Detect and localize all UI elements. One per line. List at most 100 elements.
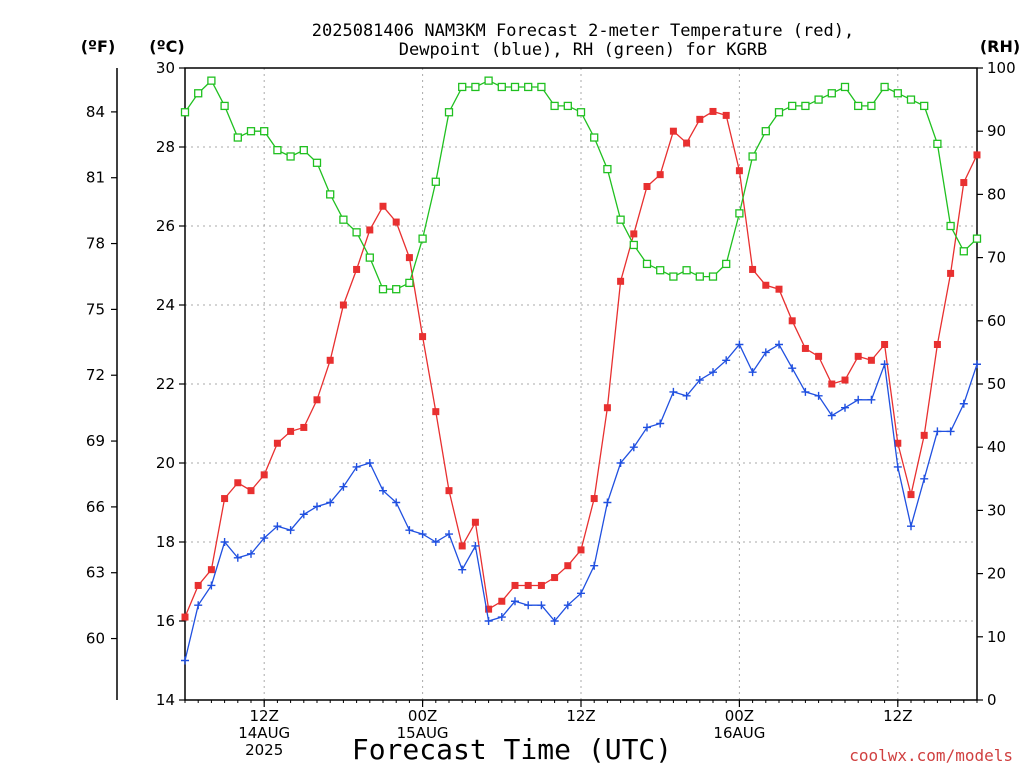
dewpoint-point (722, 356, 731, 365)
rh-point (392, 285, 401, 294)
rh-point (959, 247, 968, 256)
rh-point (735, 209, 744, 218)
rh-point (616, 215, 625, 224)
temperature-point (696, 115, 704, 123)
temperature-point (194, 581, 202, 589)
dewpoint-point (524, 601, 533, 610)
axes: 14 16 18 20 22 24 26 28 30 60 63 66 69 72 75 78 81 84 0 10 2… (86, 59, 1016, 759)
dewpoint-point (471, 541, 480, 550)
chart-title-line2: Dewpoint (blue), RH (green) for KGRB (399, 40, 767, 60)
dewpoint-point (933, 427, 942, 436)
rh-tick-label: 10 (987, 628, 1006, 646)
dewpoint-point (709, 368, 717, 377)
data-series (180, 76, 982, 665)
rh-point (867, 101, 876, 111)
temperature-point (419, 333, 427, 341)
temperature-point (603, 404, 611, 412)
dewpoint-point (682, 391, 691, 400)
dewpoint-point (973, 360, 981, 369)
temperature-point (458, 542, 466, 550)
gridlines (185, 68, 977, 700)
dewpoint-point (405, 526, 414, 535)
rh-point (563, 101, 572, 111)
dewpoint-point (695, 376, 704, 385)
dewpoint-line (184, 343, 978, 661)
temperature-point (221, 495, 229, 503)
rh-point (603, 164, 612, 174)
temperature-point (590, 495, 598, 503)
temperature-point (247, 487, 255, 495)
celsius-tick-label: 26 (156, 217, 175, 235)
celsius-tick-label: 16 (156, 612, 175, 630)
dewpoint-point (418, 530, 427, 539)
dewpoint-point (299, 510, 308, 519)
fahrenheit-tick-label: 75 (86, 300, 105, 318)
temperature-point (207, 566, 215, 574)
dewpoint-point (431, 538, 440, 546)
rh-point (920, 101, 929, 111)
dewpoint-point (207, 581, 216, 590)
dewpoint-point (801, 387, 810, 396)
x-tick-label: 12Z (250, 707, 279, 725)
rh-point (880, 82, 889, 92)
rh-point (378, 285, 388, 294)
rh-point (510, 82, 520, 92)
rh-point (669, 272, 678, 281)
dewpoint-point (392, 498, 401, 507)
celsius-tick-label: 20 (156, 454, 175, 472)
dewpoint-point (484, 617, 493, 625)
celsius-tick-label: 28 (156, 138, 175, 156)
rh-tick-label: 50 (987, 375, 1006, 393)
temperature-point (841, 376, 849, 384)
rh-point (484, 76, 493, 85)
temperature-point (894, 439, 902, 447)
dewpoint-point (959, 399, 968, 408)
rh-tick-label: 70 (987, 249, 1006, 267)
rh-tick-label: 80 (987, 185, 1006, 203)
temperature-line (184, 110, 978, 618)
rh-point (299, 146, 308, 155)
dewpoint-point (867, 395, 876, 404)
rh-point (365, 253, 374, 262)
celsius-unit-label: (ºC) (149, 37, 184, 56)
fahrenheit-tick-label: 60 (86, 630, 105, 648)
rh-point (893, 89, 902, 98)
dewpoint-point (629, 443, 638, 452)
dewpoint-point (748, 368, 757, 377)
temperature-point (511, 581, 519, 589)
dewpoint-point (788, 364, 797, 373)
rh-point (761, 127, 770, 136)
temperature-point (273, 439, 281, 447)
rh-point (656, 266, 665, 275)
dewpoint-point (365, 459, 374, 467)
temperature-point (815, 352, 823, 360)
x-tick-label: 14AUG (238, 724, 290, 742)
dewpoint-point (669, 387, 678, 396)
rh-point (788, 101, 797, 111)
temperature-point (643, 183, 651, 190)
rh-point (906, 95, 916, 104)
temperature-point (524, 581, 532, 589)
celsius-tick-label: 18 (156, 533, 175, 551)
fahrenheit-tick-label: 69 (86, 432, 105, 450)
credit-label: coolwx.com/models (849, 746, 1013, 765)
temperature-point (577, 546, 585, 554)
celsius-tick-label: 14 (156, 691, 175, 709)
temperature-point (564, 562, 572, 570)
rh-unit-label: (RH) (980, 37, 1020, 56)
dewpoint-point (854, 395, 863, 404)
x-axis-label: Forecast Time (UTC) (352, 733, 672, 766)
temperature-point (260, 471, 268, 479)
rh-point (233, 133, 242, 142)
rh-point (972, 234, 982, 243)
rh-point (748, 152, 757, 161)
rh-point (854, 101, 863, 111)
temperature-point (669, 127, 677, 135)
rh-point (286, 152, 295, 161)
rh-point (339, 215, 348, 224)
rh-point (180, 108, 190, 117)
rh-point (497, 82, 506, 92)
temperature-point (920, 431, 928, 439)
rh-point (537, 82, 546, 92)
